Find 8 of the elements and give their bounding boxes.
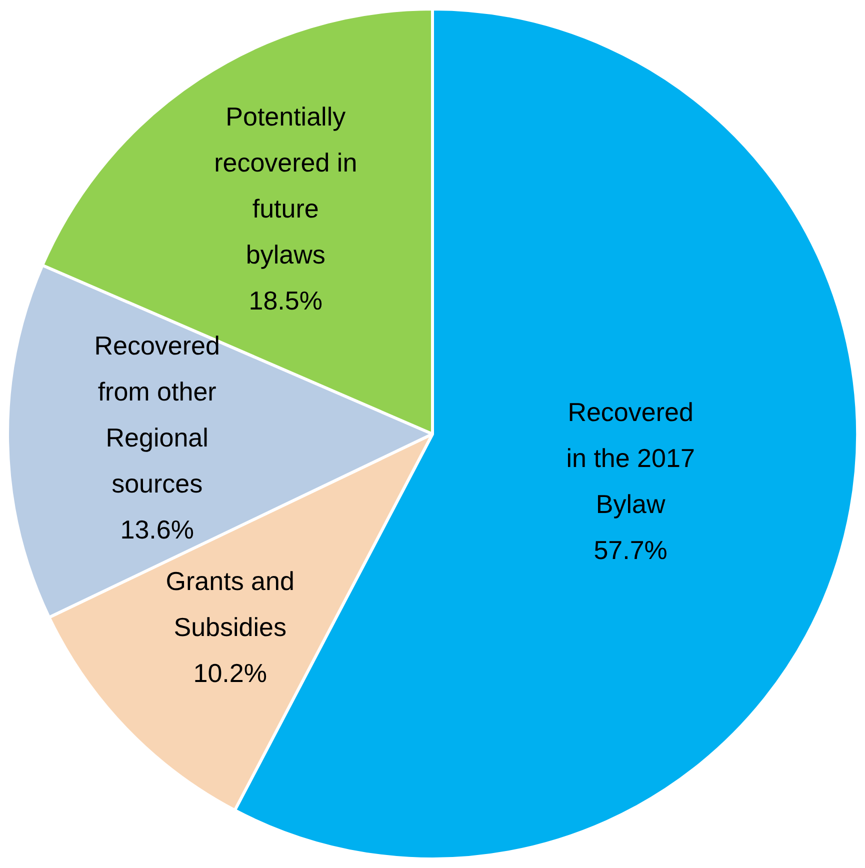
slice-label: Grants and Subsidies: [166, 566, 294, 642]
slice-label: Recovered from other Regional sources: [94, 330, 220, 498]
slice-label: Potentially recovered in future bylaws: [214, 102, 358, 270]
data-label: 18.5%: [248, 286, 322, 316]
data-label: 57.7%: [594, 535, 668, 566]
slice-label: Recovered in the 2017 Bylaw: [566, 397, 695, 520]
data-label: 13.6%: [120, 514, 194, 544]
data-label: 10.2%: [193, 658, 267, 688]
